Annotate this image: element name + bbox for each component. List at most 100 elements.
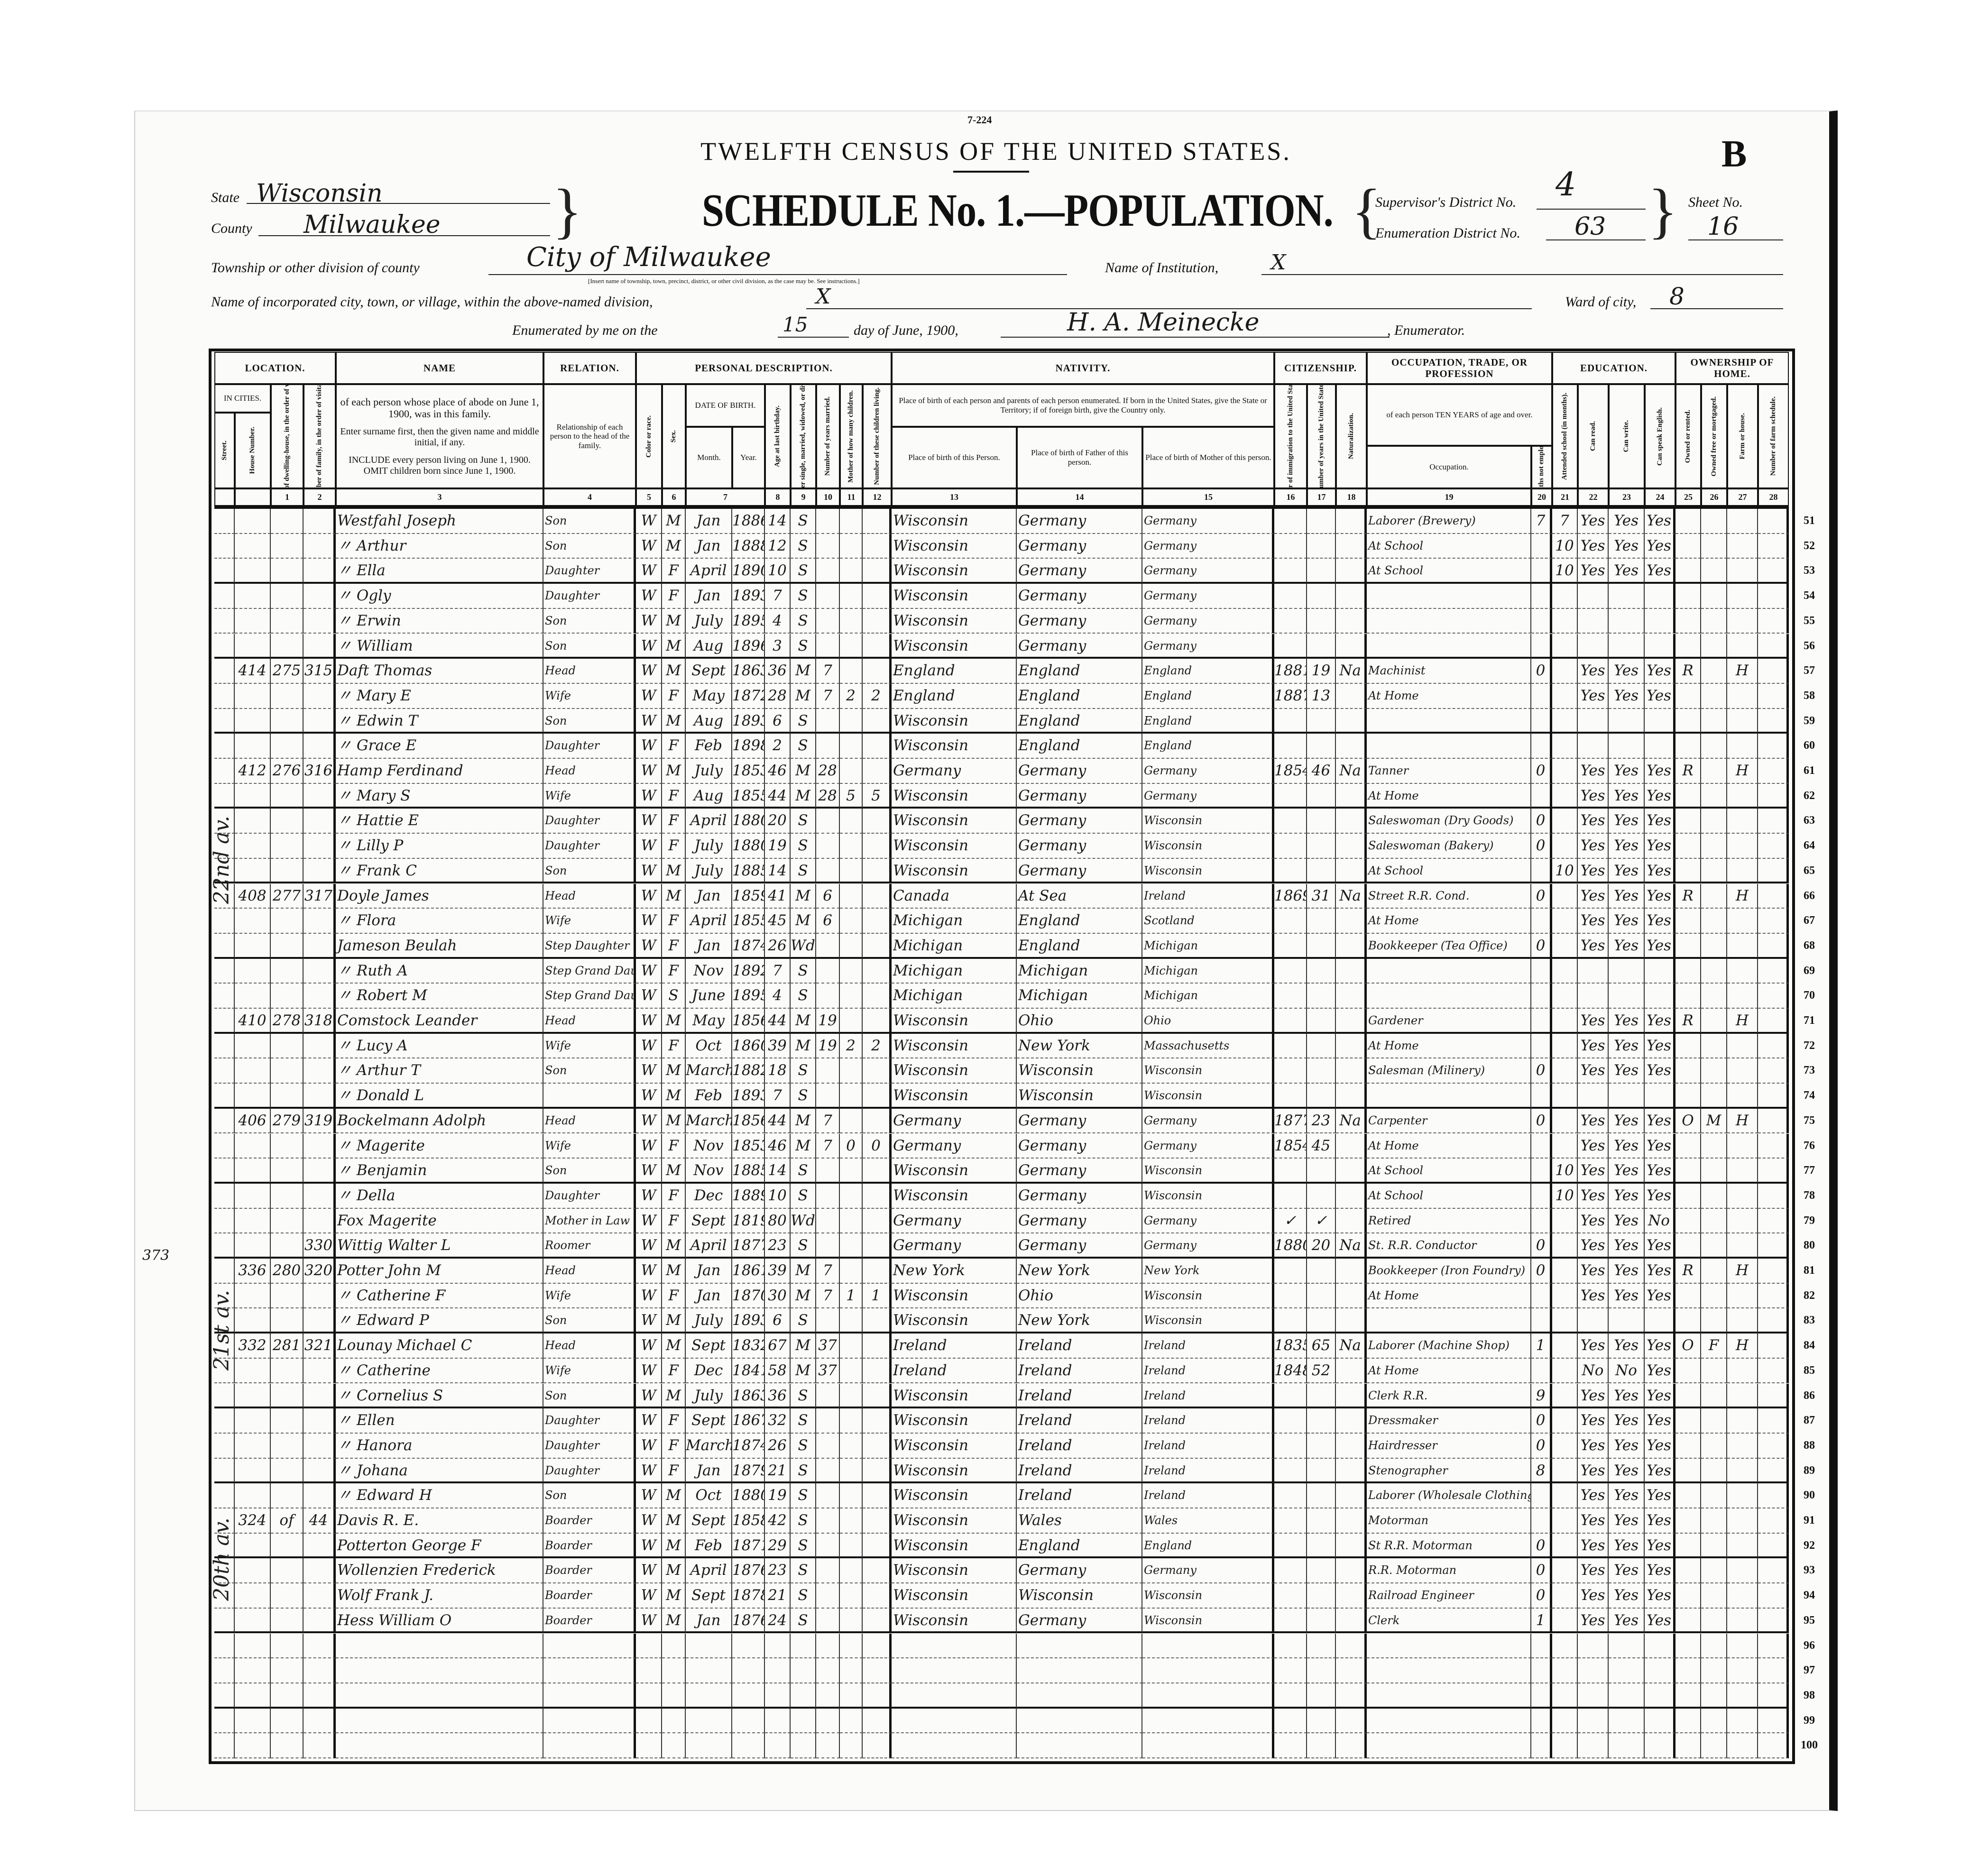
cell-immigration-year [1274, 1483, 1307, 1508]
cell-year: 1870 [732, 1283, 765, 1309]
cell-month: July [686, 834, 732, 859]
header-occupation-col: Occupation. [1367, 446, 1531, 488]
cell-years-married: 7 [816, 1283, 840, 1309]
cell-children-living [863, 1583, 892, 1609]
cell-years-in-us [1307, 1583, 1336, 1609]
cell-can-read [1578, 734, 1609, 759]
cell-relation: Son [543, 1383, 636, 1409]
cell-relation: Son [543, 858, 636, 884]
cell-father-birthplace: Germany [1017, 559, 1142, 584]
cell-father-birthplace: Germany [1017, 608, 1142, 634]
cell-years-married [816, 1433, 840, 1459]
cell-house [235, 1458, 271, 1484]
cell-color [636, 1633, 662, 1659]
cell-farm-schedule [1758, 1259, 1789, 1284]
cell-months-unemployed: 0 [1531, 809, 1552, 834]
cell-owned-rented [1675, 1133, 1701, 1159]
cell-marital: M [791, 909, 816, 934]
cell-can-read: Yes [1578, 1233, 1609, 1259]
cell-children-living [863, 933, 892, 959]
cell-immigration-year [1274, 858, 1307, 884]
brace-districts-close: } [1648, 177, 1678, 245]
cell-house [235, 708, 271, 734]
cell-children-living [863, 984, 892, 1009]
cell-months-unemployed: 0 [1531, 1433, 1552, 1459]
cell-years-in-us [1307, 584, 1336, 609]
cell-sex: F [662, 783, 686, 809]
cell-children-living [863, 883, 892, 909]
cell-months-unemployed: 0 [1531, 834, 1552, 859]
cell-sex: F [662, 559, 686, 584]
cell-farm-schedule [1758, 1033, 1789, 1059]
cell-family [304, 1633, 336, 1659]
cell-street [214, 1458, 235, 1484]
cell-can-write: Yes [1609, 1508, 1645, 1534]
cell-name: 〃 Flora [336, 909, 543, 934]
cell-immigration-year: 1880 [1274, 1233, 1307, 1259]
cell-years-married: 7 [816, 1259, 840, 1284]
cell-years-in-us [1307, 1533, 1336, 1559]
cell-months-unemployed [1531, 858, 1552, 884]
column-number: 2 [304, 488, 336, 509]
cell-farm-schedule [1758, 1608, 1789, 1634]
cell-month [686, 1633, 732, 1659]
cell-mother-birthplace: Wisconsin [1142, 1308, 1274, 1334]
cell-can-speak-english: Yes [1645, 1583, 1675, 1609]
cell-years-married: 7 [816, 683, 840, 709]
cell-age: 44 [765, 783, 791, 809]
cell-age: 4 [765, 608, 791, 634]
cell-street [214, 634, 235, 659]
cell-years-in-us: 52 [1307, 1358, 1336, 1384]
cell-months-unemployed [1531, 1633, 1552, 1659]
header-location: LOCATION. [214, 352, 336, 384]
cell-marital: S [791, 1308, 816, 1334]
cell-father-birthplace: Germany [1017, 834, 1142, 859]
cell-sex: M [662, 1233, 686, 1259]
cell-family [304, 984, 336, 1009]
cell-farm-schedule [1758, 759, 1789, 784]
cell-free-mortgaged [1701, 734, 1727, 759]
cell-relation: Son [543, 509, 636, 534]
cell-can-speak-english [1645, 958, 1675, 984]
cell-farm-house [1727, 559, 1758, 584]
cell-color: W [636, 659, 662, 684]
cell-owned-rented [1675, 1733, 1701, 1758]
cell-school-months [1552, 659, 1578, 684]
cell-free-mortgaged [1701, 1233, 1727, 1259]
cell-can-speak-english: Yes [1645, 909, 1675, 934]
cell-naturalization [1336, 1633, 1367, 1659]
cell-name: 〃 Ellen [336, 1408, 543, 1434]
cell-years-in-us [1307, 909, 1336, 934]
cell-family: 316 [304, 759, 336, 784]
cell-house [235, 608, 271, 634]
cell-can-read [1578, 984, 1609, 1009]
cell-can-read [1578, 1633, 1609, 1659]
cell-years-married [816, 1458, 840, 1484]
cell-birthplace: Wisconsin [892, 1608, 1017, 1634]
cell-school-months [1552, 809, 1578, 834]
cell-name: Davis R. E. [336, 1508, 543, 1534]
cell-immigration-year [1274, 1033, 1307, 1059]
cell-children-living [863, 584, 892, 609]
cell-naturalization [1336, 1533, 1367, 1559]
cell-can-read [1578, 1733, 1609, 1758]
line-number: 71 [1804, 1014, 1815, 1027]
cell-mother-of [840, 1084, 863, 1109]
header-dwelling-number: Number of dwelling-house, in the order o… [271, 384, 304, 488]
cell-can-read [1578, 1708, 1609, 1734]
cell-house: 332 [235, 1333, 271, 1359]
cell-free-mortgaged [1701, 1508, 1727, 1534]
county-value: Milwaukee [304, 211, 441, 239]
cell-birthplace: Wisconsin [892, 509, 1017, 534]
cell-house [235, 559, 271, 584]
enumeration-district-value: 63 [1574, 212, 1606, 241]
cell-years-married [816, 634, 840, 659]
cell-house: 410 [235, 1009, 271, 1034]
cell-name: Lounay Michael C [336, 1333, 543, 1359]
cell-father-birthplace [1017, 1683, 1142, 1709]
cell-birthplace: Michigan [892, 984, 1017, 1009]
cell-father-birthplace: Wisconsin [1017, 1583, 1142, 1609]
cell-month: July [686, 858, 732, 884]
cell-age: 58 [765, 1358, 791, 1384]
